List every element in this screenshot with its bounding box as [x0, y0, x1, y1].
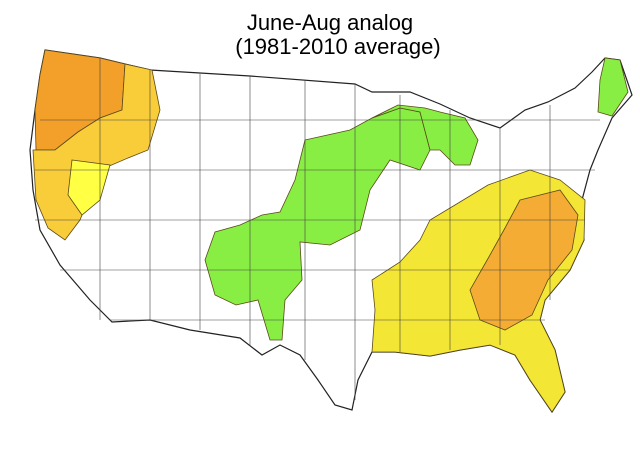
- map-subtitle: (1981-2010 average): [235, 34, 440, 59]
- yellow-west: [32, 63, 161, 241]
- map-title: June-Aug analog: [247, 10, 413, 35]
- orange-carolinas-georgia: [469, 189, 579, 331]
- yellow-nevada-edge: [67, 159, 111, 216]
- green-maine: [597, 57, 629, 117]
- division-lines: [35, 58, 600, 400]
